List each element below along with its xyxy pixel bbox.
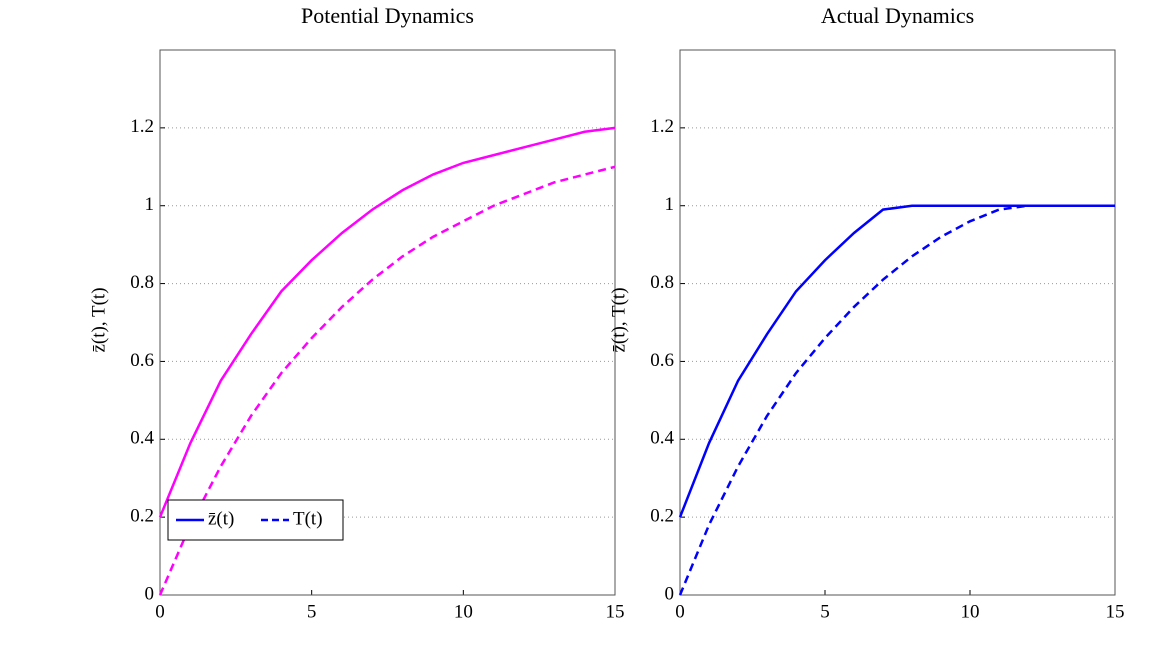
x-tick-label: 5 xyxy=(820,601,830,622)
y-tick-label: 1 xyxy=(145,194,155,215)
legend-label: z̄(t) xyxy=(208,508,234,529)
legend-label: T(t) xyxy=(293,508,323,529)
y-tick-label: 0.4 xyxy=(650,428,674,449)
y-tick-label: 0.6 xyxy=(650,350,674,371)
x-tick-label: 15 xyxy=(606,601,625,622)
y-tick-label: 0.2 xyxy=(650,506,674,527)
x-tick-label: 10 xyxy=(961,601,980,622)
y-tick-label: 0.8 xyxy=(650,272,674,293)
y-axis-label: z̄(t), T(t) xyxy=(608,287,629,352)
y-tick-label: 0.4 xyxy=(130,428,154,449)
chart-title: Actual Dynamics xyxy=(821,3,974,28)
y-tick-label: 1.2 xyxy=(650,116,674,137)
x-tick-label: 15 xyxy=(1106,601,1125,622)
x-tick-label: 0 xyxy=(155,601,165,622)
y-tick-label: 0 xyxy=(665,583,675,604)
y-tick-label: 0.6 xyxy=(130,350,154,371)
y-axis-label: z̄(t), T(t) xyxy=(88,287,109,352)
y-tick-label: 0.2 xyxy=(130,506,154,527)
y-tick-label: 1 xyxy=(665,194,675,215)
y-tick-label: 0 xyxy=(145,583,155,604)
axes-box xyxy=(159,49,616,596)
x-tick-label: 5 xyxy=(307,601,317,622)
series-line xyxy=(678,204,1115,518)
y-tick-label: 1.2 xyxy=(130,116,154,137)
axes-box xyxy=(679,49,1116,596)
chart-title: Potential Dynamics xyxy=(301,3,474,28)
series-line xyxy=(158,126,616,518)
y-tick-label: 0.8 xyxy=(130,272,154,293)
x-tick-label: 0 xyxy=(675,601,685,622)
series-line xyxy=(678,204,1115,596)
x-tick-label: 10 xyxy=(454,601,473,622)
series-line xyxy=(158,165,616,596)
